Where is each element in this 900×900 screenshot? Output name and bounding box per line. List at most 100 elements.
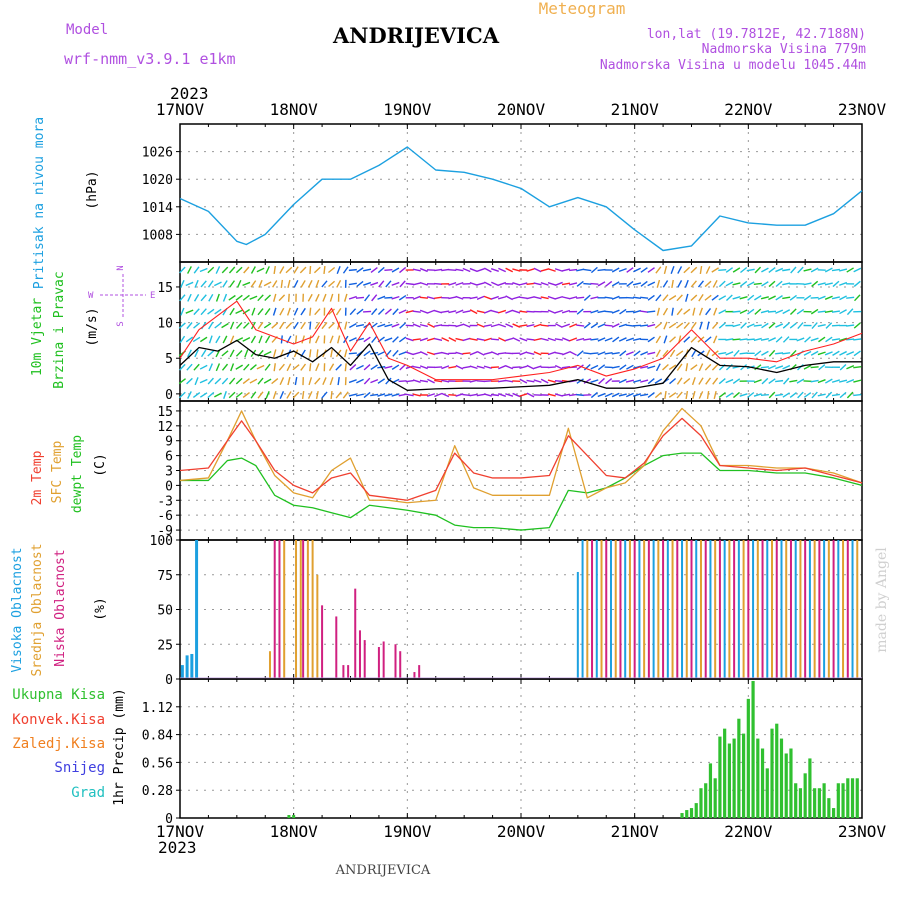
wind-arrow xyxy=(519,282,528,286)
wind-arrow xyxy=(604,352,613,355)
low-cloud-bar xyxy=(377,647,380,679)
wind-arrow xyxy=(309,363,312,372)
wind-arrow xyxy=(229,321,235,330)
wind-arrow xyxy=(789,322,797,329)
wind-arrow xyxy=(476,337,485,341)
wind-arrow xyxy=(685,390,689,400)
mid-cloud-bar xyxy=(268,651,271,679)
precip-bar xyxy=(760,748,765,818)
high-cloud-ylabel: Visoka Oblacnost xyxy=(10,547,25,672)
wind-arrow xyxy=(214,308,222,315)
precip-bar xyxy=(694,803,698,818)
precip-bar xyxy=(713,778,717,818)
wind-arrow xyxy=(337,377,340,386)
wind-arrow xyxy=(476,268,485,272)
wind-arrow xyxy=(243,363,250,371)
wind-speed-line xyxy=(179,339,862,391)
wind-arrow xyxy=(391,295,400,300)
wind-arrow xyxy=(768,391,776,399)
low-cloud-bar xyxy=(690,540,693,679)
wind-arrow xyxy=(300,307,306,316)
bottom-axis-ticks: 17NOV 18NOV 19NOV 20NOV 21NOV 22NOV 23NOV xyxy=(156,822,887,841)
compass-rose: N W E S xyxy=(88,265,155,326)
wind-arrow xyxy=(242,294,250,301)
wind-arrow xyxy=(505,337,514,342)
wind-arrow xyxy=(718,392,726,398)
wind-arrow xyxy=(676,350,684,357)
wind-arrow xyxy=(561,309,571,314)
wind-arrow xyxy=(498,365,507,370)
wind-arrow xyxy=(371,335,378,343)
wind-arrow xyxy=(483,365,492,369)
bottom-tick-label: 21NOV xyxy=(611,822,660,841)
wind-arrow xyxy=(434,392,443,398)
wind-arrow xyxy=(263,322,272,329)
precip-bar xyxy=(765,768,769,818)
wind-arrow xyxy=(280,279,284,288)
wind-arrow xyxy=(178,322,186,329)
wind-arrow xyxy=(242,337,251,342)
wind-arrow xyxy=(398,393,407,397)
wind-arrow xyxy=(540,337,549,342)
wind-ylabel-2: Brzina i Pravac xyxy=(52,271,67,388)
low-cloud-bar xyxy=(335,616,338,679)
precip-legend: Ukupna Kisa Konvek.Kisa Zaledj.Kisa Snijeg G… xyxy=(12,687,105,801)
wind-arrow xyxy=(569,296,578,300)
wind-arrow xyxy=(547,268,556,272)
wind-arrow xyxy=(618,337,627,342)
wind-arrow xyxy=(824,267,833,273)
wind-arrow xyxy=(739,393,748,397)
wind-arrow xyxy=(690,321,697,330)
wind-arrow xyxy=(214,377,222,385)
y-tick-label: 50 xyxy=(157,604,173,619)
wind-arrow xyxy=(497,379,507,383)
wind-arrow xyxy=(344,363,347,372)
high-cloud-bar xyxy=(851,540,854,679)
wind-arrow xyxy=(371,308,378,316)
wind-arrow xyxy=(419,309,428,314)
wind-arrow xyxy=(271,322,279,329)
temp-unit: (C) xyxy=(93,453,108,476)
wind-arrow xyxy=(697,280,705,288)
high-cloud-bar xyxy=(823,540,826,679)
wind-arrow xyxy=(257,294,264,302)
wind-arrow xyxy=(846,351,855,356)
high-cloud-bar xyxy=(638,540,641,679)
wind-arrow xyxy=(747,308,755,315)
wind-arrow xyxy=(214,322,222,329)
wind-arrow xyxy=(712,335,718,344)
wind-arrow xyxy=(293,349,299,358)
wind-arrow xyxy=(718,352,727,355)
wind-arrow xyxy=(178,391,186,399)
wind-arrow xyxy=(307,280,313,288)
top-tick-label: 18NOV xyxy=(270,100,319,119)
wind-arrow xyxy=(633,309,642,314)
wind-arrow xyxy=(186,322,193,330)
wind-arrow xyxy=(186,377,193,385)
wind-arrow xyxy=(790,266,797,274)
mid-cloud-bar xyxy=(728,540,731,679)
wind-arrow xyxy=(208,293,214,302)
wind-arrow xyxy=(384,296,393,299)
precip-bar xyxy=(808,758,812,818)
wind-arrow xyxy=(307,293,313,302)
wind-arrow xyxy=(434,351,443,355)
high-cloud-bar xyxy=(766,540,769,679)
wind-arrow xyxy=(647,336,655,343)
wind-arrow xyxy=(505,393,514,397)
wind-arrow xyxy=(533,351,542,356)
wind-arrow xyxy=(419,281,428,286)
wind-arrow xyxy=(590,391,598,399)
wind-arrow xyxy=(221,377,229,385)
wind-arrow xyxy=(242,392,250,398)
wind-arrow xyxy=(611,267,620,273)
model-name: wrf-nmm_v3.9.1 e1km xyxy=(64,50,236,68)
wind-arrow xyxy=(235,294,243,301)
low-cloud-bar xyxy=(789,540,792,679)
wind-arrow xyxy=(235,377,243,385)
wind-arrow xyxy=(683,336,691,343)
wind-arrow xyxy=(670,266,675,274)
wind-arrow xyxy=(747,391,755,399)
wind-arrow xyxy=(775,379,784,383)
precip-bar xyxy=(775,723,779,818)
